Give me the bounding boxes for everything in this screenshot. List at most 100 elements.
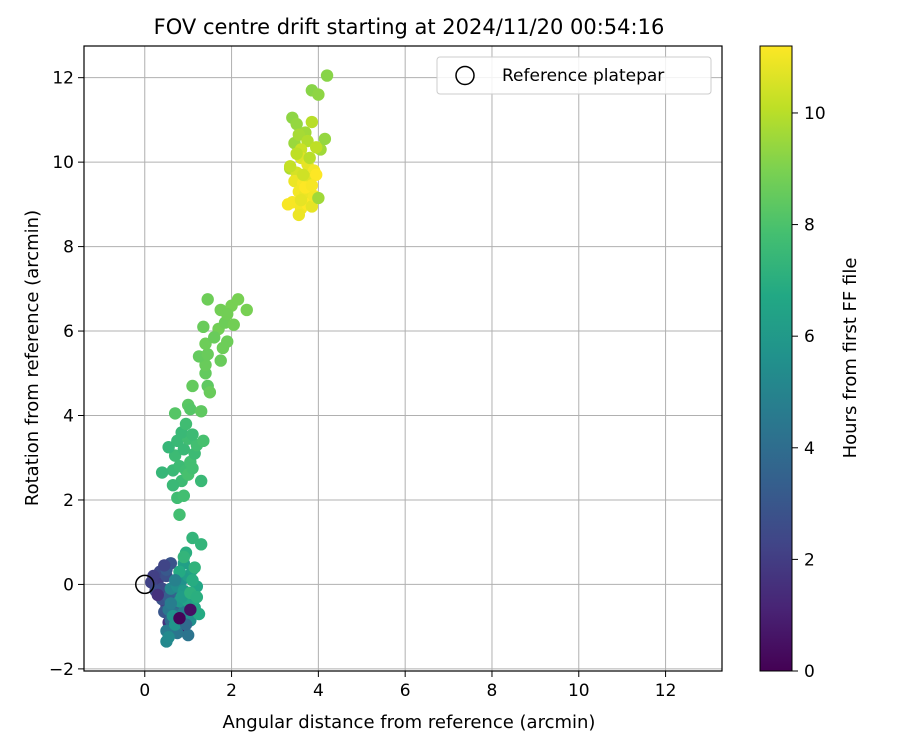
data-point (305, 179, 319, 192)
data-point (221, 307, 234, 321)
colorbar-tick-label: 4 (804, 439, 815, 459)
data-point (194, 474, 208, 488)
y-axis-label: Rotation from reference (arcmin) (22, 210, 43, 506)
data-point (186, 462, 199, 475)
data-point (188, 561, 201, 574)
data-point (186, 379, 199, 393)
data-point (194, 405, 208, 418)
x-tick-label: 8 (487, 681, 498, 701)
data-point (199, 337, 212, 350)
data-point (203, 386, 217, 399)
data-point (303, 151, 316, 165)
colorbar: 0 2 4 6 8 10 Hours from first FF file (759, 45, 861, 682)
y-tick-label: 2 (63, 491, 74, 511)
data-point (168, 449, 182, 462)
data-point (151, 588, 164, 602)
x-tick-label: 12 (655, 681, 677, 701)
data-point (177, 550, 191, 564)
x-axis-label: Angular distance from reference (arcmin) (223, 712, 596, 733)
data-point (155, 466, 169, 479)
legend-entry-label: Reference platepar (502, 66, 664, 86)
plot-frame (83, 45, 723, 672)
y-tick-label: 12 (52, 69, 74, 89)
data-point (184, 603, 197, 616)
colorbar-label: Hours from first FF file (840, 258, 861, 459)
colorbar-tick-label: 6 (804, 327, 815, 347)
y-tick-label: 0 (63, 575, 74, 595)
data-point (318, 132, 332, 146)
x-tick-label: 6 (400, 681, 411, 701)
data-point (283, 160, 297, 173)
data-point (179, 417, 193, 431)
colorbar-gradient (759, 45, 793, 672)
data-point (309, 141, 323, 154)
x-axis-ticks: 0 2 4 6 8 10 12 (139, 671, 676, 701)
data-point (296, 168, 310, 182)
data-point (201, 293, 214, 306)
data-point (294, 193, 308, 207)
data-point (208, 331, 221, 344)
data-point (147, 569, 160, 583)
data-point (168, 574, 182, 587)
data-point (214, 354, 227, 367)
colorbar-tick-label: 8 (804, 216, 815, 236)
x-tick-label: 4 (313, 681, 324, 701)
y-tick-label: 4 (63, 407, 74, 427)
data-point (201, 348, 214, 361)
data-point (281, 198, 295, 211)
data-point (186, 574, 199, 587)
colorbar-tick-label: 2 (804, 550, 815, 570)
data-point (199, 358, 212, 372)
data-points (145, 69, 334, 648)
data-point (197, 320, 210, 334)
data-point (166, 478, 180, 492)
data-point (173, 508, 186, 521)
y-tick-label: 6 (63, 322, 74, 342)
data-point (197, 434, 210, 448)
data-point (186, 428, 199, 441)
data-point (305, 115, 319, 129)
reference-platepar-marker (135, 574, 155, 595)
data-point (312, 191, 325, 205)
y-tick-label: 8 (63, 238, 74, 258)
data-point (301, 134, 314, 148)
data-point (290, 147, 303, 160)
data-point (309, 168, 323, 182)
data-point (231, 293, 245, 306)
data-point (177, 489, 191, 502)
data-point (221, 335, 234, 348)
data-point (290, 117, 303, 131)
x-tick-label: 0 (139, 681, 150, 701)
y-axis-ticks: −2 0 2 4 6 8 10 12 (49, 69, 84, 680)
data-point (227, 318, 240, 331)
data-point (190, 590, 204, 604)
data-point (312, 88, 325, 101)
data-point (177, 443, 191, 456)
data-point (320, 69, 334, 82)
y-tick-label: −2 (49, 660, 74, 680)
data-point (181, 628, 195, 642)
data-point (186, 531, 199, 545)
data-point (173, 612, 186, 625)
data-point (164, 597, 178, 610)
data-point (305, 200, 319, 213)
grid (84, 46, 722, 671)
data-point (162, 631, 175, 644)
x-tick-label: 2 (226, 681, 237, 701)
colorbar-ticks: 0 2 4 6 8 10 (792, 104, 826, 682)
x-tick-label: 10 (568, 681, 590, 701)
data-point (158, 559, 171, 572)
legend: Reference platepar (436, 56, 712, 95)
data-point (240, 303, 253, 317)
legend-box (436, 56, 712, 95)
data-point (184, 402, 197, 416)
y-tick-label: 10 (52, 153, 74, 173)
data-point (292, 208, 306, 222)
legend-marker-icon (455, 65, 475, 86)
data-point (168, 407, 182, 420)
data-point (194, 538, 208, 551)
data-point (292, 128, 306, 141)
colorbar-tick-label: 10 (804, 104, 826, 124)
colorbar-tick-label: 0 (804, 662, 815, 682)
